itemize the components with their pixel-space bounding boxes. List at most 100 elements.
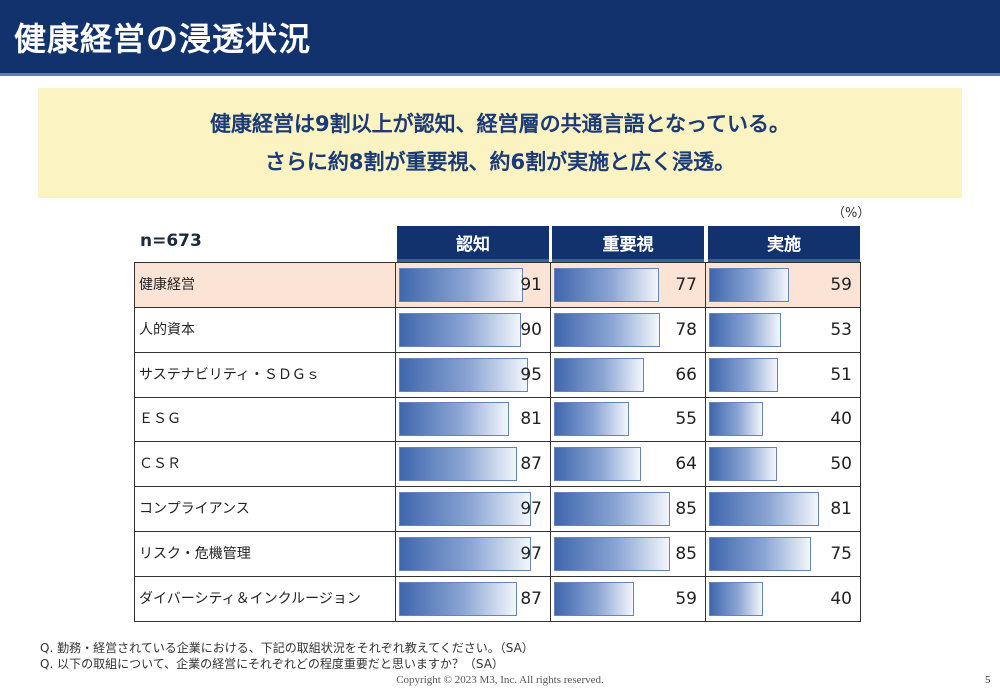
column-header: 認知 <box>397 226 549 262</box>
bar-mark <box>399 268 523 302</box>
data-label: 64 <box>675 454 697 475</box>
data-label: 55 <box>675 409 697 430</box>
chart-table: 健康経営 91 77 59 人的資本 90 78 53 サステナビリティ・ＳＤＧｓ 95 66 51 Ｅ… <box>134 262 861 622</box>
data-label: 87 <box>520 454 542 475</box>
bar-mark <box>709 447 777 482</box>
value-cell: 97 <box>395 487 550 531</box>
value-cell: 77 <box>550 263 705 307</box>
bar-mark <box>554 536 670 571</box>
data-label: 53 <box>830 319 852 340</box>
bar-mark <box>554 492 670 526</box>
value-cell: 75 <box>705 531 860 576</box>
data-label: 77 <box>675 275 697 295</box>
sample-size-label: n=673 <box>140 231 202 251</box>
table-row: ＥＳＧ 81 55 40 <box>135 397 860 443</box>
value-cell: 87 <box>395 576 550 621</box>
table-row: 人的資本 90 78 53 <box>135 307 860 353</box>
category-label: 人的資本 <box>139 321 195 338</box>
value-cell: 64 <box>550 442 705 487</box>
bar-mark <box>709 268 790 302</box>
table-row: サステナビリティ・ＳＤＧｓ 95 66 51 <box>135 352 860 398</box>
category-label: コンプライアンス <box>139 501 250 517</box>
value-cell: 53 <box>705 307 860 352</box>
category-label: リスク・危機管理 <box>139 545 251 562</box>
summary-line-1: 健康経営は9割以上が認知、経営層の共通言語となっている。 <box>210 112 790 136</box>
bar-mark <box>554 581 635 616</box>
column-header: 実施 <box>708 226 860 262</box>
column-header: 重要視 <box>552 226 704 262</box>
table-row: コンプライアンス 97 85 81 <box>135 487 860 532</box>
page-number: 5 <box>985 674 991 686</box>
bar-mark <box>399 447 518 482</box>
data-label: 59 <box>830 275 852 295</box>
data-label: 59 <box>675 588 697 609</box>
summary-line-2: さらに約8割が重要視、約6割が実施と広く浸透。 <box>264 150 736 174</box>
data-label: 81 <box>830 499 852 519</box>
category-label: 健康経営 <box>139 277 195 293</box>
bar-mark <box>399 581 518 616</box>
value-cell: 50 <box>705 442 860 487</box>
value-cell: 66 <box>550 352 705 397</box>
bar-mark <box>709 312 782 347</box>
value-cell: 59 <box>550 576 705 621</box>
data-label: 51 <box>830 364 852 385</box>
data-label: 91 <box>520 275 542 295</box>
bar-mark <box>709 581 764 616</box>
bar-mark <box>399 492 531 526</box>
bar-mark <box>399 402 510 437</box>
data-label: 40 <box>830 409 852 430</box>
data-label: 75 <box>830 543 852 564</box>
bar-mark <box>399 312 522 347</box>
data-label: 90 <box>520 319 542 340</box>
value-cell: 40 <box>705 576 860 621</box>
data-label: 50 <box>830 454 852 475</box>
copyright: Copyright © 2023 M3, Inc. All rights res… <box>396 674 604 686</box>
value-cell: 91 <box>395 263 550 307</box>
value-cell: 59 <box>705 263 860 307</box>
value-cell: 87 <box>395 442 550 487</box>
category-label: ＥＳＧ <box>139 411 181 428</box>
bar-mark <box>554 447 642 482</box>
bar-mark <box>399 536 531 571</box>
data-label: 81 <box>520 409 542 430</box>
note-line: Q. 以下の取組について、企業の経営にそれぞれどの程度重要だと思いますか？（SA… <box>40 657 504 671</box>
data-label: 40 <box>830 588 852 609</box>
bar-mark <box>554 312 661 347</box>
bar-mark <box>399 357 529 392</box>
unit-label: （%） <box>832 206 871 221</box>
value-cell: 78 <box>550 307 705 352</box>
data-label: 97 <box>520 499 542 519</box>
bar-mark <box>709 402 764 437</box>
value-cell: 81 <box>705 487 860 531</box>
value-cell: 95 <box>395 352 550 397</box>
page-title: 健康経営の浸透状況 <box>14 20 312 58</box>
title-bar: 健康経営の浸透状況 <box>0 0 1000 76</box>
value-cell: 97 <box>395 531 550 576</box>
bar-mark <box>554 402 629 437</box>
summary-box: 健康経営は9割以上が認知、経営層の共通言語となっている。 さらに約8割が重要視、… <box>38 88 962 198</box>
data-label: 85 <box>675 543 697 564</box>
value-cell: 85 <box>550 531 705 576</box>
value-cell: 85 <box>550 487 705 531</box>
value-cell: 55 <box>550 397 705 442</box>
table-row: 健康経営 91 77 59 <box>135 263 860 308</box>
category-label: ＣＳＲ <box>139 456 181 473</box>
bar-mark <box>709 536 811 571</box>
value-cell: 40 <box>705 397 860 442</box>
data-label: 97 <box>520 543 542 564</box>
value-cell: 51 <box>705 352 860 397</box>
data-label: 78 <box>675 319 697 340</box>
bar-mark <box>554 268 659 302</box>
value-cell: 90 <box>395 307 550 352</box>
table-row: ＣＳＲ 87 64 50 <box>135 442 860 488</box>
table-row: ダイバーシティ＆インクルージョン 87 59 40 <box>135 576 860 622</box>
value-cell: 81 <box>395 397 550 442</box>
bar-mark <box>554 357 644 392</box>
category-label: ダイバーシティ＆インクルージョン <box>139 590 361 607</box>
category-label: サステナビリティ・ＳＤＧｓ <box>139 366 320 383</box>
table-row: リスク・危機管理 97 85 75 <box>135 531 860 577</box>
question-notes: Q. 勤務・経営されている企業における、下記の取組状況をそれぞれ教えてください。… <box>40 640 534 672</box>
data-label: 95 <box>520 364 542 385</box>
bar-mark <box>709 492 820 526</box>
note-line: Q. 勤務・経営されている企業における、下記の取組状況をそれぞれ教えてください。… <box>40 641 534 655</box>
